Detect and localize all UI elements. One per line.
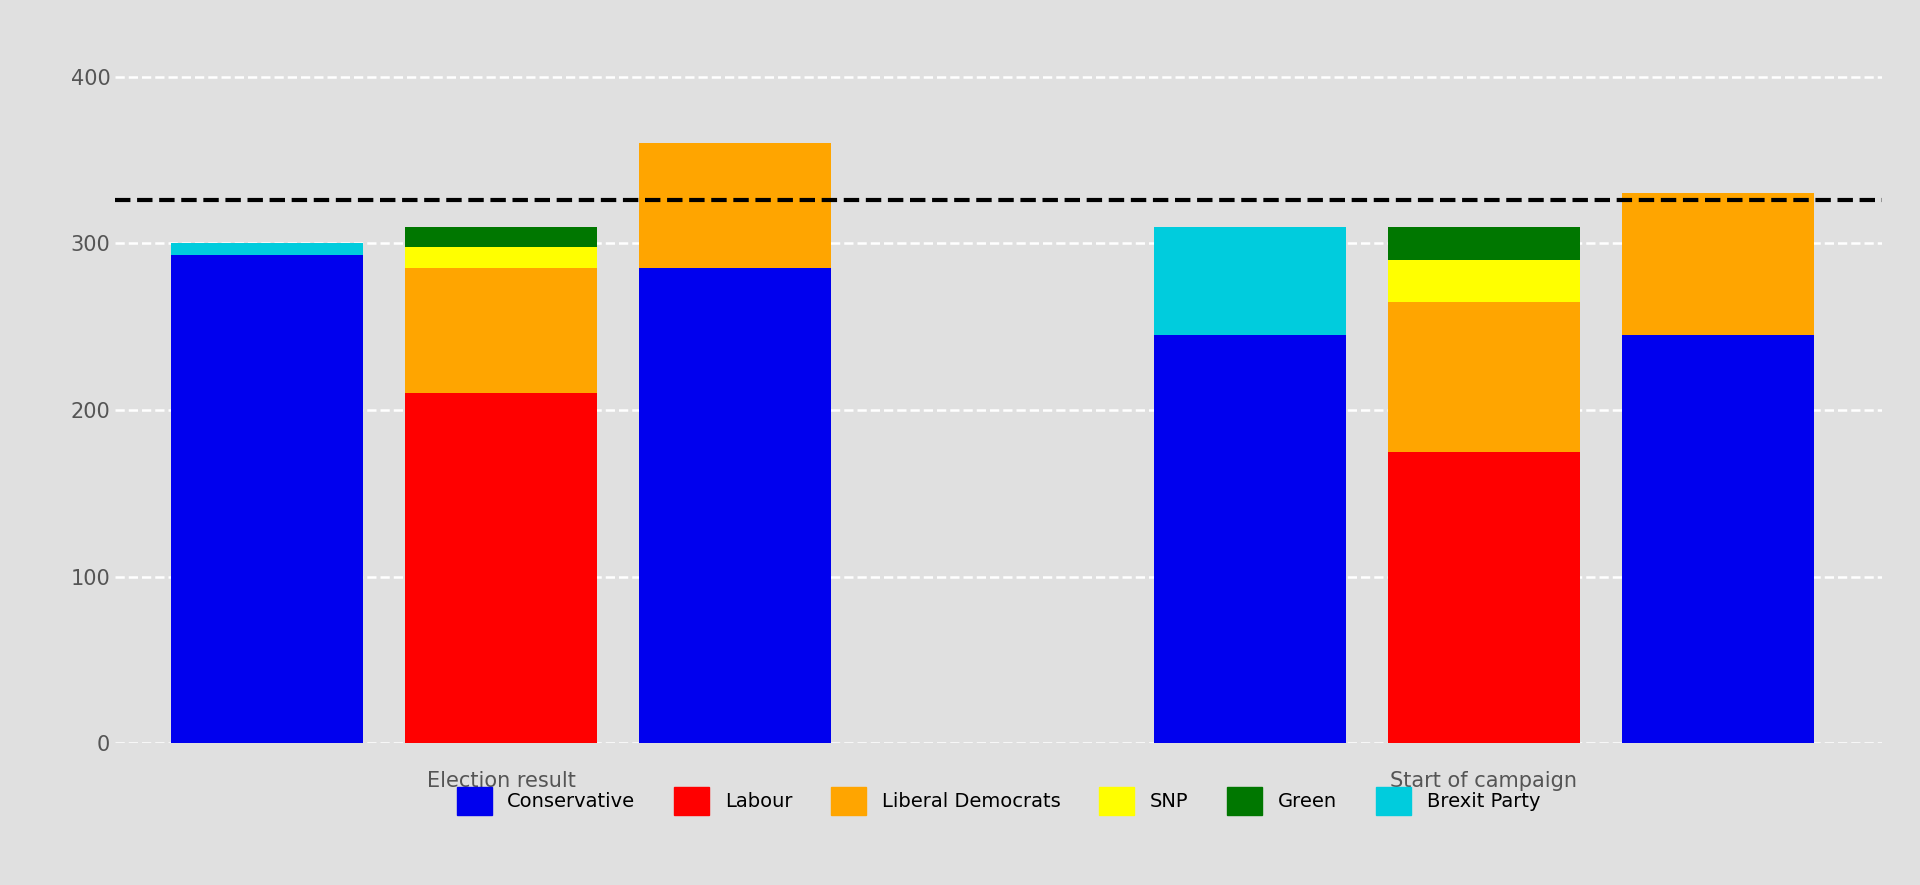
Bar <box>171 243 363 255</box>
Bar <box>1154 335 1346 743</box>
Bar <box>1622 335 1814 743</box>
Bar <box>405 247 597 268</box>
Bar <box>1622 193 1814 335</box>
Bar <box>405 393 597 743</box>
Bar <box>1388 227 1580 260</box>
Bar <box>1154 227 1346 335</box>
Bar <box>1388 302 1580 451</box>
Legend: Conservative, Labour, Liberal Democrats, SNP, Green, Brexit Party: Conservative, Labour, Liberal Democrats,… <box>438 767 1559 834</box>
Bar <box>171 255 363 743</box>
Bar <box>1388 451 1580 743</box>
Bar <box>639 143 831 268</box>
Bar <box>1388 260 1580 302</box>
Bar <box>405 227 597 247</box>
Bar <box>639 268 831 743</box>
Bar <box>405 268 597 393</box>
